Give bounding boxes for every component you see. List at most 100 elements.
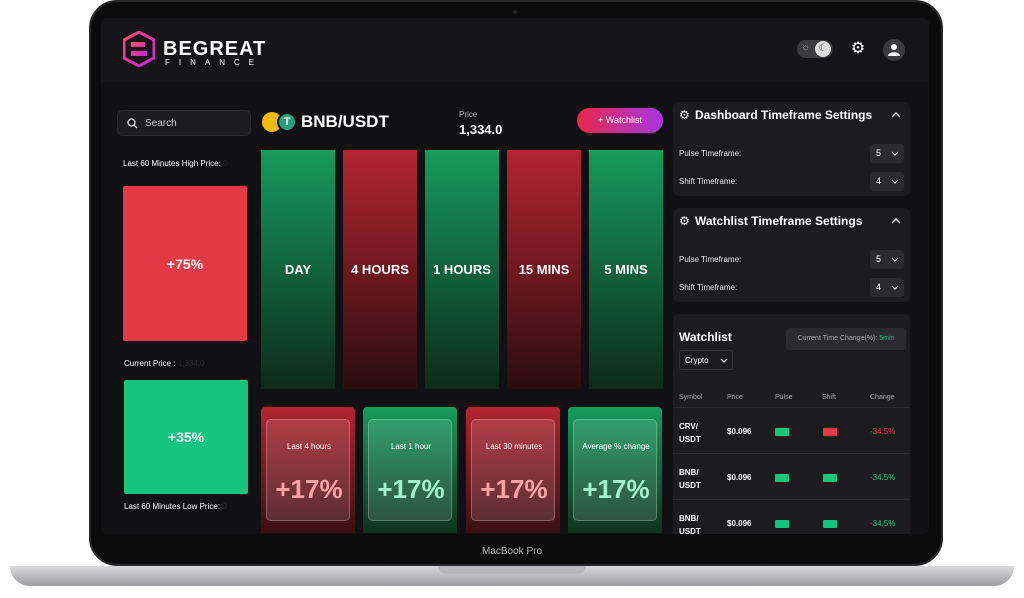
user-icon [888, 44, 900, 56]
table-row[interactable]: CRV/USDT $0.096 -34.5% [673, 407, 910, 453]
shift-indicator [823, 428, 837, 436]
card-inner: Average % change +17% [573, 419, 657, 521]
change-card-last-30-minutes: Last 30 minutes +17% [466, 407, 560, 533]
chevron-down-icon [891, 179, 899, 184]
shift-timeframe-label: Shift Timeframe: [679, 283, 738, 292]
time-change-label: Current Time Change(%): [797, 335, 878, 342]
high-price-block: +75% [123, 186, 247, 341]
brand-subtitle: FINANCE [165, 58, 264, 67]
row-change: -34.5% [870, 427, 896, 436]
logo-icon [123, 31, 155, 67]
card-title: Last 1 hour [390, 442, 432, 451]
pulse-timeframe-label: Pulse Timeframe: [679, 149, 742, 158]
symbol-base: BNB/ [679, 468, 699, 477]
table-row[interactable]: BNB/USDT $0.096 -34.5% [673, 453, 910, 499]
add-watchlist-button[interactable]: + Watchlist [577, 108, 663, 133]
column-header-pulse[interactable]: Pulse [775, 394, 793, 401]
shift-timeframe-value: 4 [876, 176, 882, 186]
change-card-last-4-hours: Last 4 hours +17% [261, 407, 355, 533]
category-select[interactable]: Crypto [679, 350, 733, 370]
chevron-down-icon [720, 358, 728, 363]
row-symbol: BNB/USDT [679, 512, 701, 534]
dashboard-settings-title: Dashboard Timeframe Settings [695, 108, 873, 122]
change-card-average: Average % change +17% [568, 407, 662, 533]
watchlist-title: Watchlist [679, 330, 732, 344]
table-row[interactable]: BNB/USDT $0.096 -34.5% [673, 499, 910, 534]
laptop-notch [438, 566, 586, 574]
row-price: $0.096 [727, 519, 752, 528]
pulse-indicator [775, 474, 789, 482]
pulse-indicator [775, 428, 789, 436]
pulse-timeframe-value: 5 [876, 254, 882, 264]
device-caption: MacBook Pro [481, 546, 543, 557]
card-inner: Last 4 hours +17% [266, 419, 350, 521]
symbol-quote: USDT [679, 527, 701, 534]
sun-icon: ☼ [801, 42, 811, 53]
search-box[interactable] [117, 110, 251, 136]
timeframe-1-hours[interactable]: 1 HOURS [425, 150, 499, 389]
column-header-change[interactable]: Change [870, 394, 895, 401]
pulse-timeframe-select[interactable]: 5 [870, 250, 904, 269]
usdt-coin-icon: T [277, 112, 297, 132]
category-value: Crypto [685, 356, 709, 365]
shift-timeframe-select[interactable]: 4 [870, 172, 904, 191]
high-price-label: Last 60 Minutes High Price: 0 [123, 159, 228, 168]
symbol-base: CRV/ [679, 422, 698, 431]
card-inner: Last 30 minutes +17% [471, 419, 555, 521]
column-header-price[interactable]: Price [727, 394, 743, 401]
gear-icon: ⚙ [679, 108, 690, 122]
column-header-symbol[interactable]: Symbol [679, 394, 703, 401]
change-card-last-1-hour: Last 1 hour +17% [363, 407, 457, 533]
column-header-shift[interactable]: Shift [822, 394, 837, 401]
pulse-timeframe-select[interactable]: 5 [870, 144, 904, 163]
current-price-value: 1,334.0 [177, 359, 205, 368]
shift-timeframe-select[interactable]: 4 [870, 278, 904, 297]
user-avatar-button[interactable] [883, 39, 905, 61]
watchlist-panel: Watchlist Current Time Change(%): 5min C… [673, 314, 910, 534]
symbol-base: BNB/ [679, 514, 699, 523]
watchlist-settings-header[interactable]: ⚙ Watchlist Timeframe Settings [673, 208, 910, 236]
current-price-label: Current Price : 1,334.0 [124, 359, 205, 368]
theme-toggle[interactable]: ☼ ☾ [797, 40, 833, 58]
price-label: Price [459, 110, 478, 119]
moon-icon: ☾ [815, 41, 831, 57]
low-price-value: 0 [222, 502, 227, 511]
settings-gear-icon[interactable]: ⚙ [850, 40, 866, 57]
time-change-badge: Current Time Change(%): 5min [786, 328, 906, 350]
pulse-timeframe-label: Pulse Timeframe: [679, 255, 742, 264]
timeframe-day[interactable]: DAY [261, 150, 335, 389]
timeframe-5-mins[interactable]: 5 MINS [589, 150, 663, 389]
shift-timeframe-label: Shift Timeframe: [679, 177, 738, 186]
chevron-down-icon [891, 285, 899, 290]
current-price-label-text: Current Price : [124, 359, 176, 368]
card-inner: Last 1 hour +17% [368, 419, 452, 521]
chevron-down-icon [891, 151, 899, 156]
chevron-up-icon[interactable] [890, 215, 902, 227]
row-price: $0.096 [727, 427, 752, 436]
card-value: +17% [377, 474, 445, 504]
search-icon [127, 118, 138, 129]
card-value: +17% [582, 474, 650, 504]
card-title: Last 30 minutes [485, 442, 543, 451]
watchlist-settings-title: Watchlist Timeframe Settings [695, 214, 863, 228]
camera-icon [513, 10, 517, 14]
row-change: -34.5% [870, 473, 896, 482]
dashboard-settings-panel: ⚙ Dashboard Timeframe Settings Pulse Tim… [673, 102, 910, 196]
chevron-down-icon [891, 257, 899, 262]
pair-title: BNB/USDT [301, 112, 389, 131]
row-price: $0.096 [727, 473, 752, 482]
shift-timeframe-value: 4 [876, 282, 882, 292]
dashboard-settings-header[interactable]: ⚙ Dashboard Timeframe Settings [673, 102, 910, 130]
timeframe-4-hours[interactable]: 4 HOURS [343, 150, 417, 389]
pulse-indicator [775, 520, 789, 528]
laptop-base [10, 566, 1014, 586]
card-title: Average % change [582, 442, 650, 451]
symbol-quote: USDT [679, 481, 701, 490]
top-bar: BEGREAT FINANCE ☼ ☾ ⚙ [101, 18, 929, 82]
timeframe-15-mins[interactable]: 15 MINS [507, 150, 581, 389]
chevron-up-icon[interactable] [890, 109, 902, 121]
high-price-label-text: Last 60 Minutes High Price: [123, 159, 221, 168]
brand-name: BEGREAT [163, 38, 267, 60]
low-price-block: +35% [124, 380, 248, 494]
search-input[interactable] [145, 115, 245, 131]
